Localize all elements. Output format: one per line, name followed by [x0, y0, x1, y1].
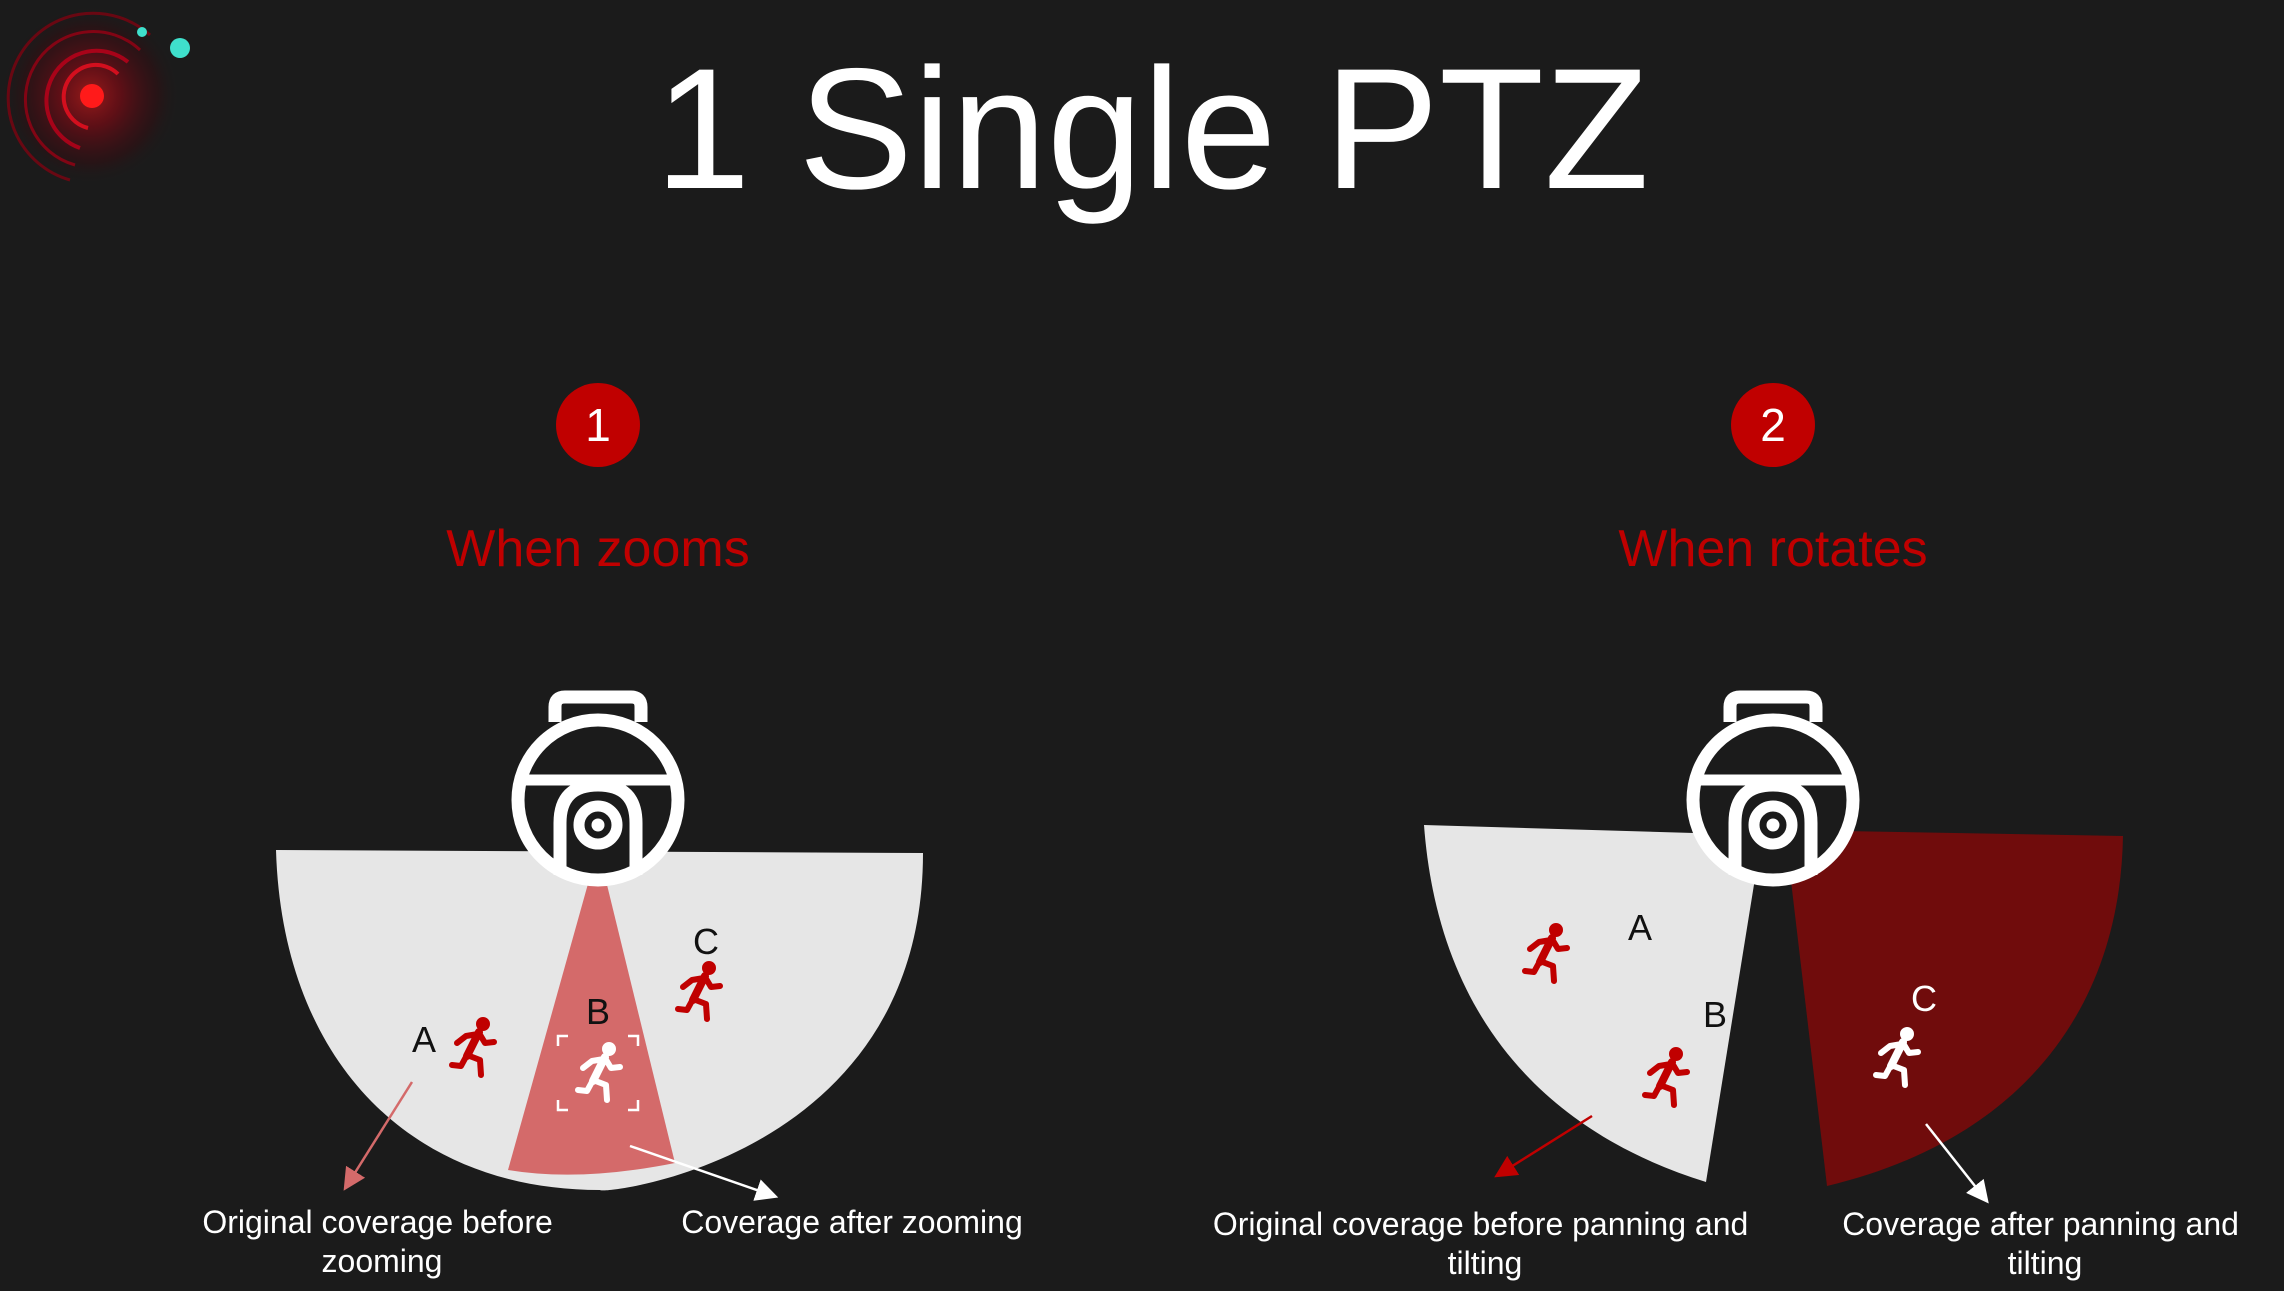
label-c: C — [1911, 978, 1937, 1019]
label-b: B — [586, 991, 610, 1032]
original-coverage-arrow — [343, 1081, 414, 1191]
camera-icon — [1693, 697, 1853, 880]
rotated-coverage-arrow — [1925, 1123, 1989, 1204]
slide-title: 1 Single PTZ — [655, 33, 1649, 225]
label-a: A — [1628, 907, 1652, 948]
rotated-coverage-area — [1785, 830, 2123, 1186]
label-c: C — [693, 921, 719, 962]
caption-zoomed-coverage: Coverage after zooming — [681, 1204, 1023, 1240]
zoomed-coverage-arrow — [629, 1144, 779, 1201]
radar-logo-icon — [0, 5, 190, 185]
step-number: 2 — [1760, 399, 1786, 451]
step-number-badge — [1731, 383, 1815, 467]
caption-rotated-coverage: Coverage after panning and tilting — [1842, 1206, 2248, 1281]
panel-heading: When zooms — [446, 520, 749, 578]
caption-original-coverage: Original coverage before zooming — [202, 1204, 561, 1279]
step-number-badge — [556, 383, 640, 467]
camera-icon — [518, 697, 678, 880]
focus-bracket-icon — [556, 1034, 640, 1112]
panel-rotate: 2 When rotates A B C Original coverage b… — [1213, 383, 2248, 1281]
caption-original-coverage: Original coverage before panning and til… — [1213, 1206, 1757, 1281]
label-b: B — [1703, 994, 1727, 1035]
original-coverage-arrow — [1494, 1114, 1593, 1178]
step-number: 1 — [585, 399, 611, 451]
label-a: A — [412, 1019, 436, 1060]
panel-heading: When rotates — [1618, 520, 1927, 578]
original-coverage-area — [1424, 825, 1762, 1182]
panel-zoom: 1 When zooms A B C Original coverage bef… — [202, 383, 1023, 1279]
zoomed-coverage-area — [508, 848, 675, 1175]
